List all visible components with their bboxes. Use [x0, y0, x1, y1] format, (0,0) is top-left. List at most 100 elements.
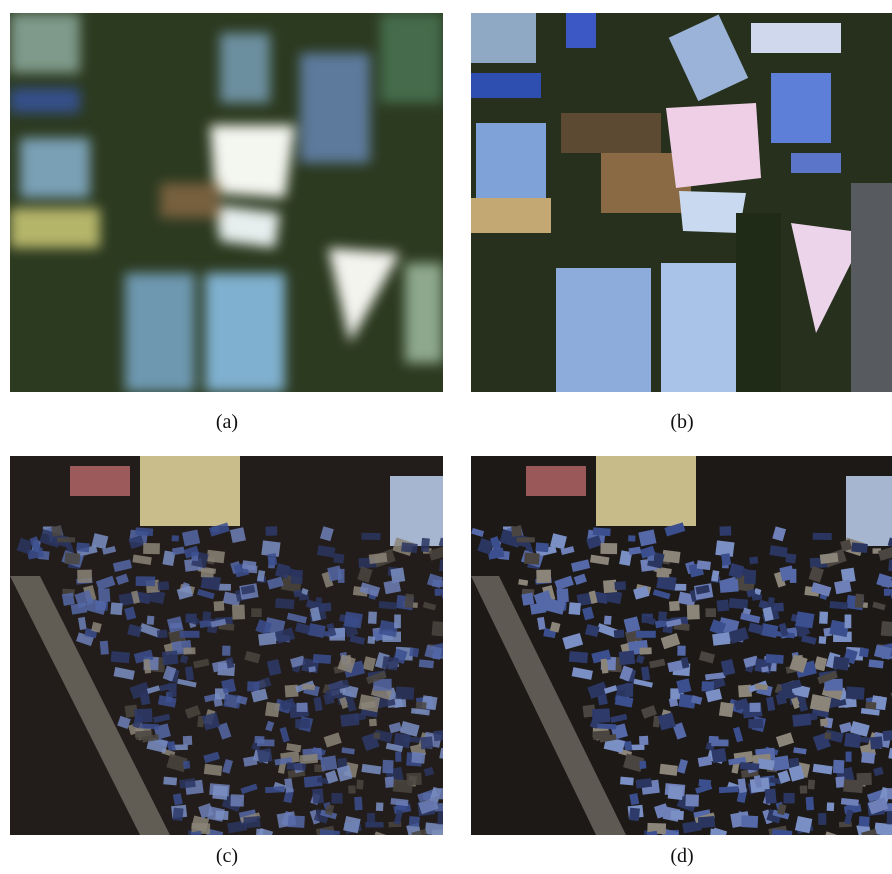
roof — [569, 651, 588, 663]
roof — [795, 816, 812, 833]
roof — [765, 654, 783, 664]
roof — [51, 526, 62, 537]
roof — [230, 527, 246, 543]
roof — [824, 732, 831, 739]
roof — [419, 659, 434, 668]
roof — [10, 13, 80, 73]
roof — [134, 708, 152, 723]
roof — [157, 630, 168, 639]
roof — [751, 23, 841, 53]
roof — [639, 736, 648, 745]
roof — [136, 576, 156, 586]
roof — [833, 760, 844, 774]
roof — [367, 813, 375, 825]
road — [561, 113, 661, 153]
roof — [833, 656, 850, 670]
roof — [843, 779, 863, 793]
roof — [368, 611, 377, 623]
roof — [808, 780, 815, 790]
figure-page: (a) (b) (c) (d) (() => { const data = JS… — [0, 0, 892, 874]
roof — [619, 650, 636, 665]
roof — [614, 630, 625, 639]
roof — [614, 581, 626, 590]
roof — [76, 542, 89, 552]
roof — [859, 816, 870, 827]
panel-b-image — [471, 13, 892, 392]
roof — [183, 736, 192, 745]
soil — [160, 183, 220, 218]
roof — [597, 723, 616, 729]
roof — [147, 616, 155, 625]
roof — [620, 777, 634, 786]
roof — [845, 752, 851, 762]
roof — [685, 794, 699, 806]
roof — [251, 608, 262, 617]
roof — [792, 713, 811, 727]
roof — [526, 466, 586, 496]
roof — [312, 788, 324, 803]
roof — [687, 605, 700, 620]
roof — [884, 588, 890, 595]
roof — [385, 777, 395, 788]
roof — [320, 755, 337, 771]
roof — [212, 785, 228, 800]
roof — [338, 569, 345, 583]
roof — [679, 191, 746, 233]
roof — [98, 588, 110, 602]
roof — [636, 631, 656, 638]
roof — [844, 733, 861, 748]
roof — [845, 615, 852, 629]
roof — [432, 579, 443, 587]
roof — [861, 752, 875, 764]
roof — [765, 789, 777, 804]
roof — [401, 542, 418, 553]
roof — [172, 535, 179, 541]
roof — [20, 138, 90, 198]
roof — [140, 723, 159, 729]
roof — [205, 273, 285, 392]
roof — [661, 263, 741, 392]
roof — [438, 788, 443, 799]
roof — [382, 760, 393, 774]
roof — [870, 736, 883, 749]
roof — [511, 526, 522, 537]
roof — [100, 641, 109, 655]
roof — [382, 656, 399, 670]
roof — [135, 730, 152, 740]
roof — [110, 602, 122, 615]
roof — [624, 741, 632, 751]
roof — [183, 647, 195, 654]
roof — [173, 808, 184, 821]
roof — [420, 736, 433, 749]
roof — [77, 570, 92, 583]
roof — [265, 786, 285, 793]
roof — [10, 88, 80, 113]
roof — [265, 702, 280, 717]
roof — [729, 598, 748, 609]
roof — [819, 611, 828, 623]
roof — [535, 542, 548, 552]
roof — [668, 785, 684, 800]
panel-a-image — [10, 13, 443, 392]
roof — [220, 33, 270, 103]
roof — [257, 739, 274, 746]
roof — [593, 527, 611, 536]
roof — [887, 788, 892, 799]
roof — [628, 535, 635, 541]
roof — [749, 557, 758, 565]
roof — [300, 754, 318, 764]
roof — [846, 476, 892, 546]
roof — [421, 538, 430, 552]
roof — [206, 550, 225, 564]
roof — [717, 599, 730, 611]
roof — [167, 741, 175, 751]
roof — [340, 713, 359, 727]
roof — [295, 719, 310, 729]
roof — [158, 581, 170, 590]
roof — [125, 273, 195, 392]
courtyard — [596, 456, 696, 526]
roof — [471, 13, 536, 63]
roof — [405, 263, 443, 363]
caption: (b) — [622, 411, 742, 434]
roof — [432, 621, 443, 637]
